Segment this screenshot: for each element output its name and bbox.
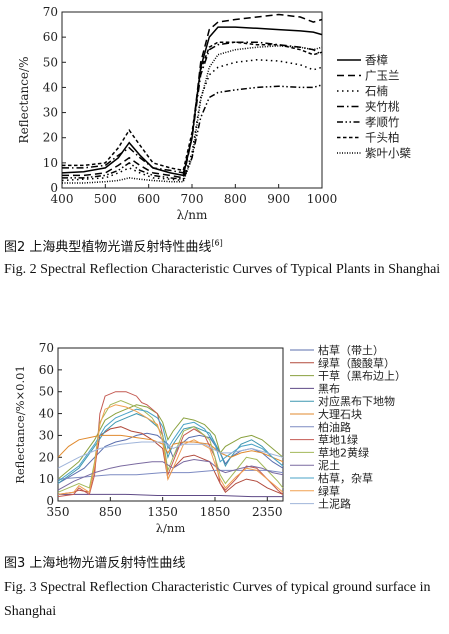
- plot-frame: [61, 11, 323, 189]
- y-tick-label: 20: [39, 450, 54, 464]
- series-line: [57, 408, 284, 482]
- y-tick-label: 50: [43, 55, 58, 69]
- legend-label: 枯草，杂草: [318, 471, 373, 485]
- legend-label: 对应黑布下地物: [318, 394, 395, 408]
- series-line: [62, 84, 323, 181]
- series-line: [57, 441, 284, 469]
- y-tick-label: 10: [39, 472, 54, 486]
- legend-label: 千头柏: [365, 131, 400, 145]
- ground-reflectance-chart: 0 10 20 30 40 50 60 70 350 850 1350 1850 2350 λ/nm Ref…: [13, 341, 406, 535]
- fig3-caption-cn: 图3 上海地物光谱反射特性曲线: [4, 556, 186, 571]
- legend-label: 夹竹桃: [365, 100, 400, 114]
- legend-label: 枯草（带土）: [318, 343, 384, 357]
- series-line: [61, 59, 323, 182]
- fig2-caption-en: Fig. 2 Spectral Reflection Characteristi…: [4, 262, 441, 277]
- legend-label: 土泥路: [318, 498, 351, 511]
- x-axis-label: λ/nm: [177, 208, 208, 222]
- legend-label: 广玉兰: [365, 69, 400, 83]
- x-tick-label: 400: [51, 192, 74, 206]
- y-tick-label: 70: [39, 341, 54, 355]
- legend-label: 柏油路: [318, 420, 351, 434]
- x-tick-label: 350: [47, 505, 70, 519]
- legend-label: 大理石块: [318, 407, 362, 421]
- x-tick-label: 500: [94, 192, 117, 206]
- series-line: [57, 404, 284, 480]
- plant-reflectance-chart: 0 10 20 30 40 50 60 70 400 500 600 700 800 900 1000 λ/n…: [17, 5, 411, 222]
- y-tick-label: 30: [43, 106, 58, 120]
- legend-label: 草地2黄绿: [318, 445, 369, 459]
- series-line: [58, 493, 283, 498]
- x-tick-label: 2350: [252, 505, 283, 519]
- y-tick-label: 10: [43, 156, 58, 170]
- series-line: [57, 458, 284, 491]
- x-tick-label: 700: [181, 192, 204, 206]
- y-tick-label: 0: [46, 494, 54, 508]
- legend-label: 孝顺竹: [365, 115, 400, 129]
- x-tick-label: 800: [224, 192, 247, 206]
- plot-frame: [57, 347, 284, 502]
- series-line: [62, 41, 323, 172]
- fig2-reference: [6]: [211, 238, 223, 248]
- legend-label: 石楠: [365, 84, 388, 98]
- y-tick-label: 0: [50, 181, 58, 195]
- legend-label: 紫叶小檗: [365, 146, 411, 160]
- y-tick-label: 30: [39, 428, 54, 442]
- legend-label: 黑布: [318, 382, 340, 395]
- x-axis-label: λ/nm: [156, 521, 186, 535]
- x-tick-label: 1350: [147, 505, 178, 519]
- series-line: [57, 434, 284, 463]
- y-tick-label: 60: [39, 363, 54, 377]
- legend-label: 绿草（酸酸草）: [318, 356, 395, 370]
- legend-label: 绿草: [318, 484, 340, 498]
- legend-label: 干草（黑布边上）: [318, 370, 406, 383]
- y-axis-label: Reflectance/%×0.01: [13, 365, 27, 484]
- x-tick-label: 1000: [307, 192, 338, 206]
- x-tick-label: 1850: [200, 505, 231, 519]
- x-tick-label: 850: [99, 505, 122, 519]
- y-tick-label: 20: [43, 131, 58, 145]
- y-tick-label: 50: [39, 385, 54, 399]
- legend-label: 泥土: [318, 459, 340, 472]
- fig3-caption-en: Fig. 3 Spectral Reflection Characteristi…: [4, 580, 431, 619]
- series-line: [57, 469, 284, 480]
- legend-label: 草地1绿: [318, 433, 358, 447]
- y-tick-label: 40: [43, 80, 58, 94]
- series-line: [62, 41, 323, 174]
- legend-label: 香樟: [365, 53, 388, 67]
- y-tick-label: 70: [43, 5, 58, 19]
- y-tick-label: 40: [39, 407, 54, 421]
- series-line: [57, 404, 284, 495]
- y-tick-label: 60: [43, 30, 58, 44]
- fig2-caption-cn: 图2 上海典型植物光谱反射特性曲线[6]: [4, 238, 223, 255]
- x-tick-label: 600: [137, 192, 160, 206]
- series-line: [62, 13, 323, 179]
- series-line: [62, 45, 323, 184]
- y-axis-label: Reflectance/%: [17, 57, 31, 144]
- x-tick-label: 900: [267, 192, 290, 206]
- series-line: [61, 26, 323, 177]
